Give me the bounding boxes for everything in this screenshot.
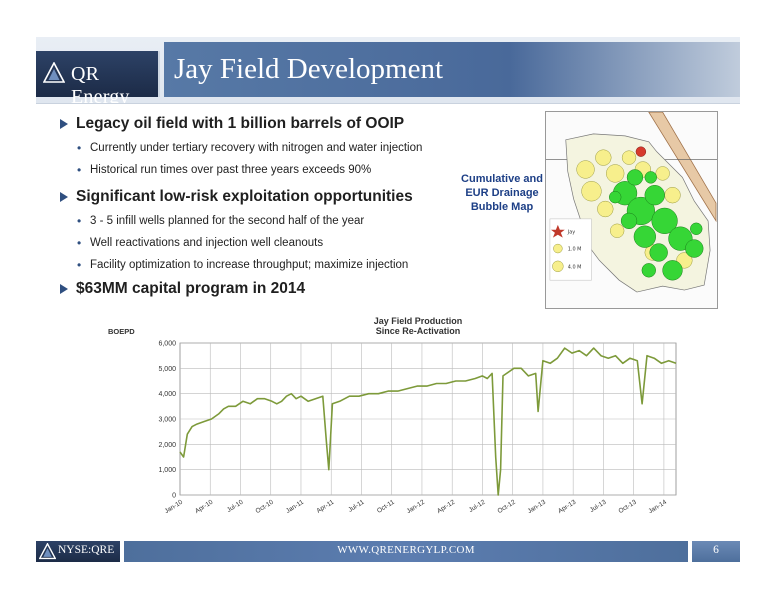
x-tick-label: Jan-12: [405, 499, 426, 516]
map-caption-line: Bubble Map: [470, 201, 534, 213]
series-line: [179, 347, 677, 496]
production-chart-svg: Jay Field Production Since Re-Activation…: [108, 316, 677, 516]
header-divider: [36, 103, 740, 104]
x-tick-label: Oct-11: [376, 499, 396, 515]
footer-url[interactable]: WWW.QRENERGYLP.COM: [337, 544, 475, 556]
qr-logo-icon: [43, 62, 65, 83]
slide: QR Energy Jay Field Development Legacy o…: [36, 37, 740, 567]
bullet-text: $63MM capital program in 2014: [76, 280, 306, 297]
qr-logo-icon: [39, 543, 56, 560]
chart-subtitle: Since Re-Activation: [376, 326, 461, 336]
bullet-sub: • Currently under tertiary recovery with…: [60, 140, 470, 156]
triangle-bullet-icon: [60, 119, 68, 129]
x-tick-label: Oct-10: [255, 499, 276, 515]
footer-ticker: NYSE:QRE: [58, 544, 115, 556]
page-title: Jay Field Development: [174, 53, 444, 85]
x-tick-label: Jul-13: [589, 499, 608, 515]
footer-band: WWW.QRENERGYLP.COM: [124, 541, 688, 562]
bullet-sub: • 3 - 5 infill wells planned for the sec…: [60, 213, 470, 229]
chart-title: Jay Field Production: [374, 316, 463, 326]
chart-y-axis-label: BOEPD: [108, 327, 135, 336]
company-logo: QR Energy: [36, 51, 160, 108]
footer: NYSE:QRE WWW.QRENERGYLP.COM 6: [36, 541, 740, 562]
map-legend-label: 1.0 M: [568, 247, 582, 253]
bullet-text: Legacy oil field with 1 billion barrels …: [76, 115, 405, 132]
x-tick-label: Jul-12: [468, 499, 487, 515]
x-tick-label: Jan-13: [526, 499, 547, 516]
footer-logo: NYSE:QRE: [36, 541, 120, 562]
bullet-main-3: $63MM capital program in 2014: [60, 279, 470, 299]
title-bar: Jay Field Development: [164, 42, 740, 97]
map-legend-label: Jay: [567, 230, 575, 236]
dot-bullet-icon: •: [77, 214, 82, 228]
x-tick-label: Jul-10: [226, 499, 245, 515]
bubble-map: Jay 1.0 M 4.0 M: [545, 111, 718, 309]
dot-bullet-icon: •: [77, 141, 82, 155]
x-tick-label: Jul-11: [347, 499, 366, 514]
map-caption-line: Cumulative and: [461, 173, 543, 185]
dot-bullet-icon: •: [77, 236, 82, 250]
bullet-sub: • Facility optimization to increase thro…: [60, 257, 470, 273]
x-tick-label: Apr-13: [557, 499, 578, 515]
logo-text: QR Energy: [71, 63, 130, 108]
bullet-sub-text: Well reactivations and injection well cl…: [90, 237, 324, 249]
y-tick-label: 0: [172, 493, 176, 500]
map-legend-label: 4.0 M: [568, 264, 582, 270]
dot-bullet-icon: •: [77, 258, 82, 272]
bubble-map-image: Jay 1.0 M 4.0 M: [546, 112, 717, 308]
y-tick-label: 6,000: [158, 341, 176, 348]
page-number: 6: [713, 544, 719, 556]
page-number-box: 6: [692, 541, 740, 562]
x-tick-label: Oct-13: [617, 499, 638, 515]
bullet-sub-text: Currently under tertiary recovery with n…: [90, 142, 423, 154]
bullet-sub-text: 3 - 5 infill wells planned for the secon…: [90, 215, 365, 227]
bullet-sub: • Historical run times over past three y…: [60, 162, 470, 178]
bullet-main-2: Significant low-risk exploitation opport…: [60, 187, 470, 207]
y-tick-label: 1,000: [158, 467, 176, 474]
dot-bullet-icon: •: [77, 163, 82, 177]
bullet-main-1: Legacy oil field with 1 billion barrels …: [60, 114, 470, 134]
production-chart: Jay Field Production Since Re-Activation…: [98, 315, 710, 537]
bullet-sub-text: Facility optimization to increase throug…: [90, 259, 409, 271]
y-tick-label: 2,000: [158, 442, 176, 449]
x-tick-label: Apr-11: [315, 499, 335, 515]
map-caption-line: EUR Drainage: [465, 187, 539, 199]
bullet-list: Legacy oil field with 1 billion barrels …: [60, 114, 470, 299]
map-caption: Cumulative and EUR Drainage Bubble Map: [454, 172, 550, 214]
y-tick-label: 5,000: [158, 366, 176, 373]
bullet-text: Significant low-risk exploitation opport…: [76, 188, 413, 205]
bullet-sub: • Well reactivations and injection well …: [60, 235, 470, 251]
x-tick-label: Apr-12: [436, 499, 457, 515]
x-tick-label: Oct-12: [496, 499, 517, 515]
triangle-bullet-icon: [60, 192, 68, 202]
x-tick-label: Jan-11: [285, 499, 305, 515]
x-tick-label: Jan-14: [647, 499, 668, 516]
bullet-sub-text: Historical run times over past three yea…: [90, 164, 372, 176]
triangle-bullet-icon: [60, 284, 68, 294]
x-tick-label: Apr-10: [194, 499, 215, 515]
x-tick-label: Jan-10: [163, 499, 184, 516]
y-tick-label: 4,000: [158, 391, 176, 398]
y-tick-label: 3,000: [158, 417, 176, 424]
